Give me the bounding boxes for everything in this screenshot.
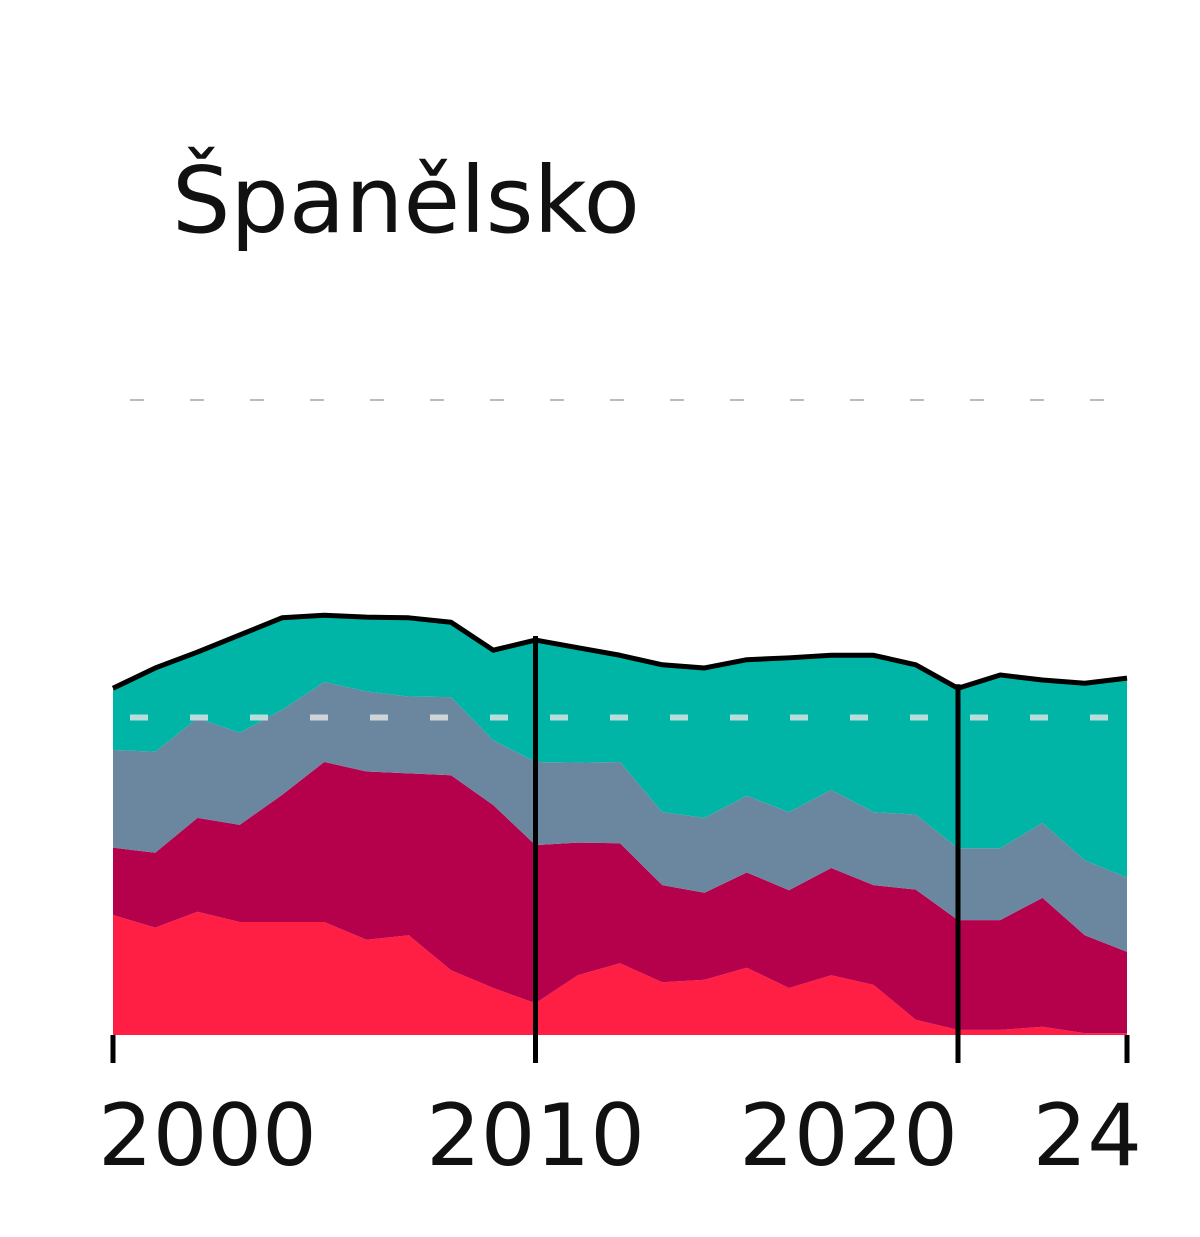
area	[113, 761, 1127, 1034]
x-tick-label: 24	[1033, 1086, 1142, 1186]
area	[113, 911, 1127, 1035]
area	[113, 681, 1127, 952]
total-line	[111, 612, 1128, 691]
area	[113, 614, 1127, 878]
x-tick-label: 2020	[739, 1086, 958, 1186]
chart-title: Španělsko	[172, 145, 640, 254]
x-tick-label: 2000	[98, 1086, 317, 1186]
x-tick-label: 2010	[426, 1086, 645, 1186]
